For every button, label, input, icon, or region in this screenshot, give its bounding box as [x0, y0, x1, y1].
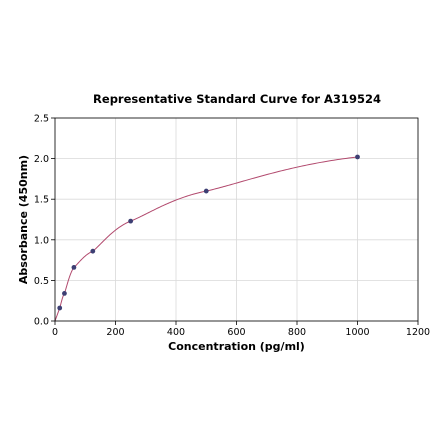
x-tick-label: 800: [288, 327, 306, 338]
y-tick-label: 1.0: [34, 235, 49, 246]
x-tick-label: 0: [52, 327, 58, 338]
axis-ticks: 0 200 400 600 800 1000 1200 0.0 0.5 1.0 1.5 2.0 2.5: [34, 114, 430, 339]
data-point: [62, 290, 67, 296]
y-tick-label: 0.5: [34, 276, 49, 287]
y-tick-label: 1.5: [34, 195, 49, 206]
y-tick-label: 2.0: [34, 154, 49, 165]
y-axis-label: Absorbance (450nm): [17, 155, 30, 284]
x-tick-label: 1200: [406, 327, 430, 338]
y-tick-label: 2.5: [34, 114, 49, 125]
fit-curve: [54, 156, 358, 322]
data-point: [128, 218, 134, 224]
data-point: [57, 305, 63, 311]
grid: [54, 117, 419, 322]
data-point: [355, 154, 360, 160]
x-tick-label: 400: [167, 327, 185, 338]
data-point: [71, 265, 77, 270]
data-point: [90, 248, 96, 254]
fit-curve-layer: [54, 156, 358, 322]
data-points: [57, 154, 360, 311]
data-point: [203, 188, 209, 194]
x-axis-label: Concentration (pg/ml): [168, 340, 305, 353]
x-tick-label: 600: [227, 327, 245, 338]
y-tick-label: 0.0: [34, 317, 49, 328]
chart-title: Representative Standard Curve for A31952…: [93, 92, 381, 106]
x-tick-label: 1000: [345, 327, 369, 338]
x-tick-label: 200: [106, 327, 124, 338]
